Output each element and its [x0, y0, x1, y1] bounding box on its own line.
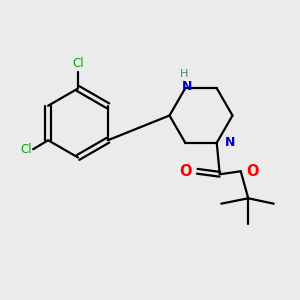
Text: H: H [180, 69, 188, 79]
Text: Cl: Cl [72, 57, 84, 70]
Text: O: O [179, 164, 192, 179]
Text: Cl: Cl [20, 143, 32, 156]
Text: N: N [182, 80, 192, 93]
Text: N: N [225, 136, 236, 149]
Text: O: O [246, 164, 259, 179]
